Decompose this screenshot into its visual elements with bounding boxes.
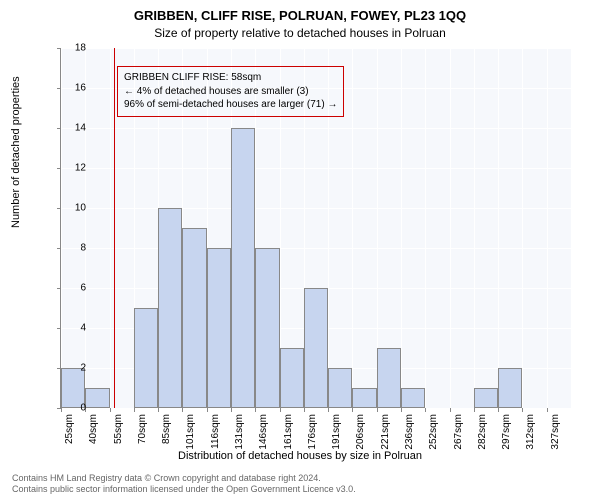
gridline-h [61,208,571,209]
gridline-h [61,408,571,409]
annotation-box: GRIBBEN CLIFF RISE: 58sqm ← 4% of detach… [117,66,344,117]
y-tick-label: 16 [62,83,86,94]
annotation-line-1: GRIBBEN CLIFF RISE: 58sqm [124,71,337,85]
y-tick-label: 12 [62,163,86,174]
x-tick-mark [231,408,232,412]
gridline-v [110,48,111,408]
histogram-bar [474,388,498,408]
histogram-bar [401,388,425,408]
gridline-v [522,48,523,408]
x-tick-mark [158,408,159,412]
histogram-bar [182,228,206,408]
histogram-bar [134,308,158,408]
gridline-v [425,48,426,408]
x-tick-label: 191sqm [331,414,342,452]
chart-title-sub: Size of property relative to detached ho… [0,26,600,40]
y-tick-label: 0 [62,403,86,414]
gridline-v [352,48,353,408]
x-tick-mark [304,408,305,412]
x-tick-label: 55sqm [113,414,124,452]
x-tick-label: 70sqm [137,414,148,452]
x-tick-mark [401,408,402,412]
footer-attribution: Contains HM Land Registry data © Crown c… [12,473,356,496]
x-tick-label: 252sqm [428,414,439,452]
histogram-bar [158,208,182,408]
x-tick-label: 101sqm [185,414,196,452]
x-tick-mark [377,408,378,412]
x-tick-mark [450,408,451,412]
reference-line [114,48,115,408]
histogram-bar [498,368,522,408]
y-axis-label: Number of detached properties [10,76,22,228]
y-tick-label: 4 [62,323,86,334]
histogram-bar [377,348,401,408]
y-tick-label: 2 [62,363,86,374]
x-tick-label: 206sqm [355,414,366,452]
x-tick-label: 312sqm [525,414,536,452]
x-tick-mark [328,408,329,412]
gridline-v [450,48,451,408]
x-tick-label: 131sqm [234,414,245,452]
x-tick-mark [110,408,111,412]
histogram-bar [231,128,255,408]
x-tick-label: 176sqm [307,414,318,452]
gridline-h [61,248,571,249]
x-tick-mark [522,408,523,412]
gridline-h [61,48,571,49]
x-tick-label: 297sqm [501,414,512,452]
x-tick-mark [255,408,256,412]
x-tick-label: 161sqm [283,414,294,452]
x-tick-label: 146sqm [258,414,269,452]
gridline-v [474,48,475,408]
x-tick-label: 282sqm [477,414,488,452]
chart-title-main: GRIBBEN, CLIFF RISE, POLRUAN, FOWEY, PL2… [0,8,600,23]
plot-area: GRIBBEN CLIFF RISE: 58sqm ← 4% of detach… [60,48,571,409]
histogram-bar [207,248,231,408]
footer-line-2: Contains public sector information licen… [12,484,356,496]
histogram-bar [352,388,376,408]
chart-container: GRIBBEN, CLIFF RISE, POLRUAN, FOWEY, PL2… [0,0,600,500]
footer-line-1: Contains HM Land Registry data © Crown c… [12,473,356,485]
histogram-bar [328,368,352,408]
x-tick-mark [280,408,281,412]
histogram-bar [280,348,304,408]
x-tick-mark [207,408,208,412]
x-tick-label: 327sqm [550,414,561,452]
annotation-line-2: ← 4% of detached houses are smaller (3) [124,85,337,99]
gridline-v [61,48,62,408]
x-tick-mark [498,408,499,412]
annotation-line-3: 96% of semi-detached houses are larger (… [124,98,337,112]
x-tick-label: 221sqm [380,414,391,452]
y-tick-label: 6 [62,283,86,294]
y-tick-label: 14 [62,123,86,134]
x-tick-mark [547,408,548,412]
y-tick-label: 8 [62,243,86,254]
histogram-bar [255,248,279,408]
x-tick-mark [474,408,475,412]
x-tick-label: 85sqm [161,414,172,452]
gridline-h [61,128,571,129]
x-tick-label: 267sqm [453,414,464,452]
gridline-h [61,168,571,169]
x-tick-mark [425,408,426,412]
x-tick-label: 116sqm [210,414,221,452]
gridline-v [498,48,499,408]
histogram-bar [304,288,328,408]
x-tick-label: 40sqm [88,414,99,452]
y-tick-label: 18 [62,43,86,54]
gridline-v [547,48,548,408]
x-tick-label: 236sqm [404,414,415,452]
y-tick-label: 10 [62,203,86,214]
x-tick-mark [134,408,135,412]
x-tick-mark [352,408,353,412]
x-tick-mark [182,408,183,412]
x-tick-label: 25sqm [64,414,75,452]
gridline-v [85,48,86,408]
histogram-bar [85,388,109,408]
gridline-v [401,48,402,408]
